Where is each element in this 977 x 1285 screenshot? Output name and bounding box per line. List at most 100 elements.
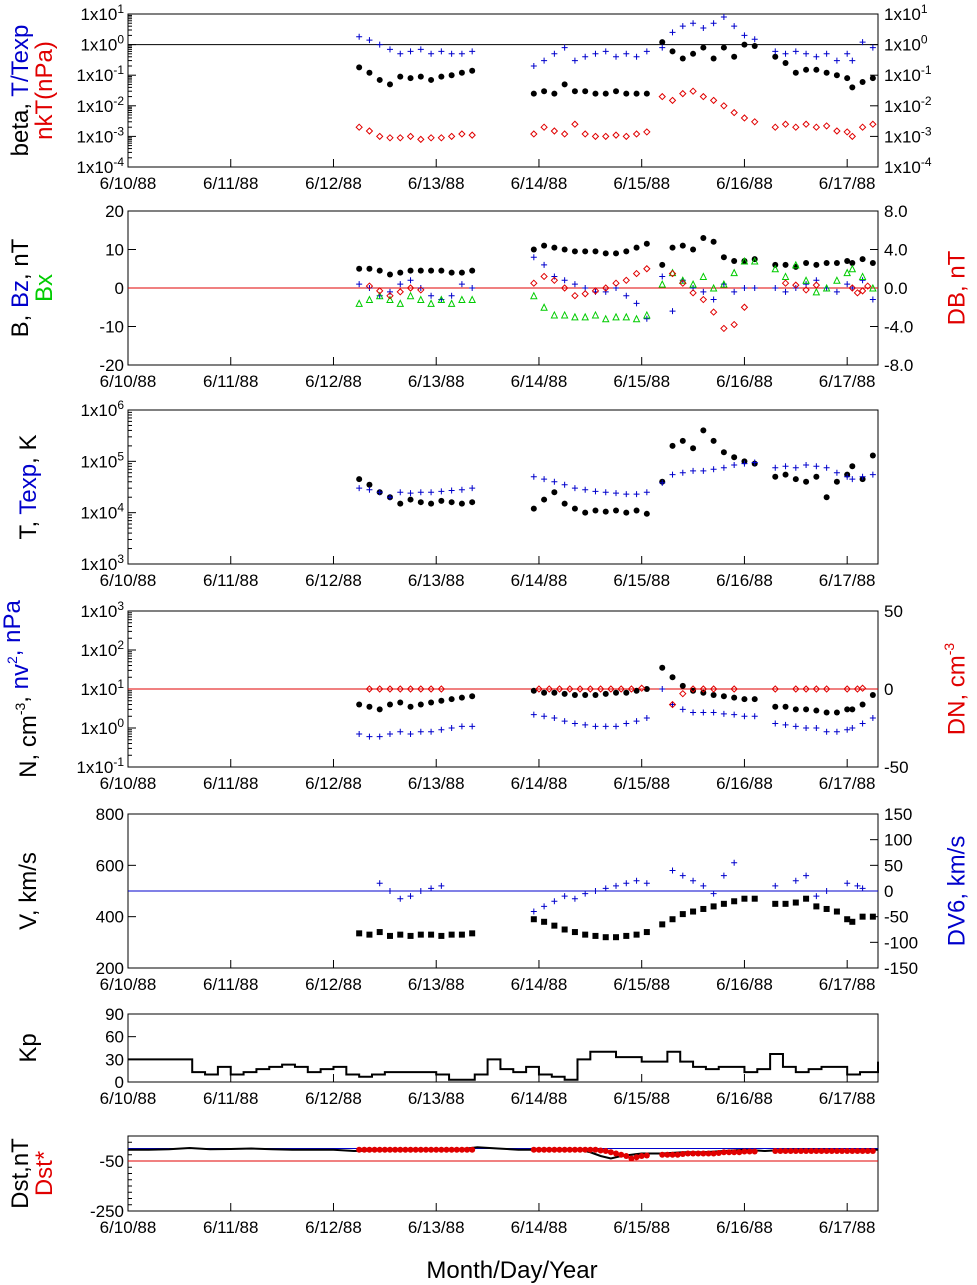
y2-tick-label: 1x10-2 [884,94,932,116]
data-point [833,259,840,266]
x-tick-label: 6/13/88 [408,372,465,391]
data-point [710,709,717,716]
y2-axis-title: DV6, km/s [944,836,971,947]
data-point [823,259,830,266]
data-point [771,264,780,273]
data-point [386,46,393,53]
x-tick-label: 6/10/88 [100,975,157,994]
data-point [535,1146,542,1153]
data-point [371,1146,378,1153]
x-tick-label: 6/15/88 [613,975,670,994]
data-point [751,713,758,720]
data-point [869,715,876,722]
data-point [633,53,640,60]
data-point [803,725,810,731]
data-point [849,285,856,291]
data-point [844,706,851,713]
data-point [700,427,707,434]
data-point [613,53,620,60]
data-point [813,66,820,73]
y-tick-label: 60 [105,1028,124,1047]
data-point [561,718,568,725]
data-point [592,50,599,57]
data-point [777,1148,784,1154]
data-point [637,684,646,692]
data-point [577,1146,584,1153]
data-point [659,39,666,46]
data-point [859,473,866,480]
data-point [447,132,456,141]
data-point [669,29,676,36]
data-point [643,489,650,496]
data-point [633,877,640,884]
data-point [705,1150,712,1157]
y2-tick-label: 8.0 [884,202,908,221]
data-point [428,267,435,274]
data-point [386,271,393,278]
x-tick-label: 6/13/88 [408,1089,465,1108]
data-point [376,287,384,295]
data-point [781,279,790,287]
data-point [869,692,876,699]
y-axis-title: Bx [31,274,58,302]
data-point [622,132,630,141]
data-point [571,895,578,902]
x-tick-label: 6/16/88 [716,975,773,994]
data-point [469,1146,476,1153]
data-point [638,1153,645,1159]
data-point [438,267,445,274]
y2-axis-title: DB, nT [944,250,971,325]
x-tick-label: 6/17/88 [819,975,876,994]
data-point [458,1146,465,1153]
data-point [843,268,851,277]
data-point [690,445,697,452]
data-point [566,1146,573,1153]
data-point [623,90,630,97]
data-point [731,53,738,60]
x-tick-label: 6/14/88 [511,571,568,590]
data-point [802,685,810,693]
data-point [772,285,779,291]
y-tick-label: -50 [99,1152,124,1171]
data-point [844,281,851,288]
data-point [869,75,876,82]
data-point [397,489,404,496]
data-point [602,132,610,141]
data-point [633,90,640,97]
data-point [679,682,686,689]
data-point [469,499,476,506]
data-point [428,885,435,892]
x-tick-label: 6/14/88 [511,174,568,193]
panel-density: 1x10-1 1x100 1x101 1x102 1x103 -50 0 50 6/10/88 6… [0,599,971,793]
data-point [469,693,476,700]
data-point [571,485,578,492]
data-point [643,929,650,936]
data-point [720,324,728,333]
data-point [792,476,799,483]
data-point [731,859,738,866]
y2-tick-label: 1x100 [884,33,928,55]
data-point [386,295,394,304]
data-point [782,288,789,295]
plot-frame [127,1013,879,1083]
data-point [530,62,537,69]
series-density-2 [365,684,867,709]
y-tick-label: -10 [99,318,124,337]
data-point [699,685,708,693]
y-tick-label: -250 [90,1202,124,1221]
y-tick-label: 1x10-1 [76,63,124,85]
plot-frame [127,409,879,565]
series-temperature-0 [356,427,876,517]
data-point [674,1151,681,1158]
x-tick-label: 6/15/88 [613,1089,670,1108]
x-tick-label: 6/13/88 [408,174,465,193]
data-point [669,1151,676,1158]
data-point [849,476,856,483]
data-point [678,276,687,284]
x-tick-label: 6/13/88 [408,1218,465,1237]
data-point [458,723,465,730]
data-point [859,1148,866,1154]
data-point [417,685,425,693]
data-point [781,272,790,280]
data-point [823,464,830,471]
